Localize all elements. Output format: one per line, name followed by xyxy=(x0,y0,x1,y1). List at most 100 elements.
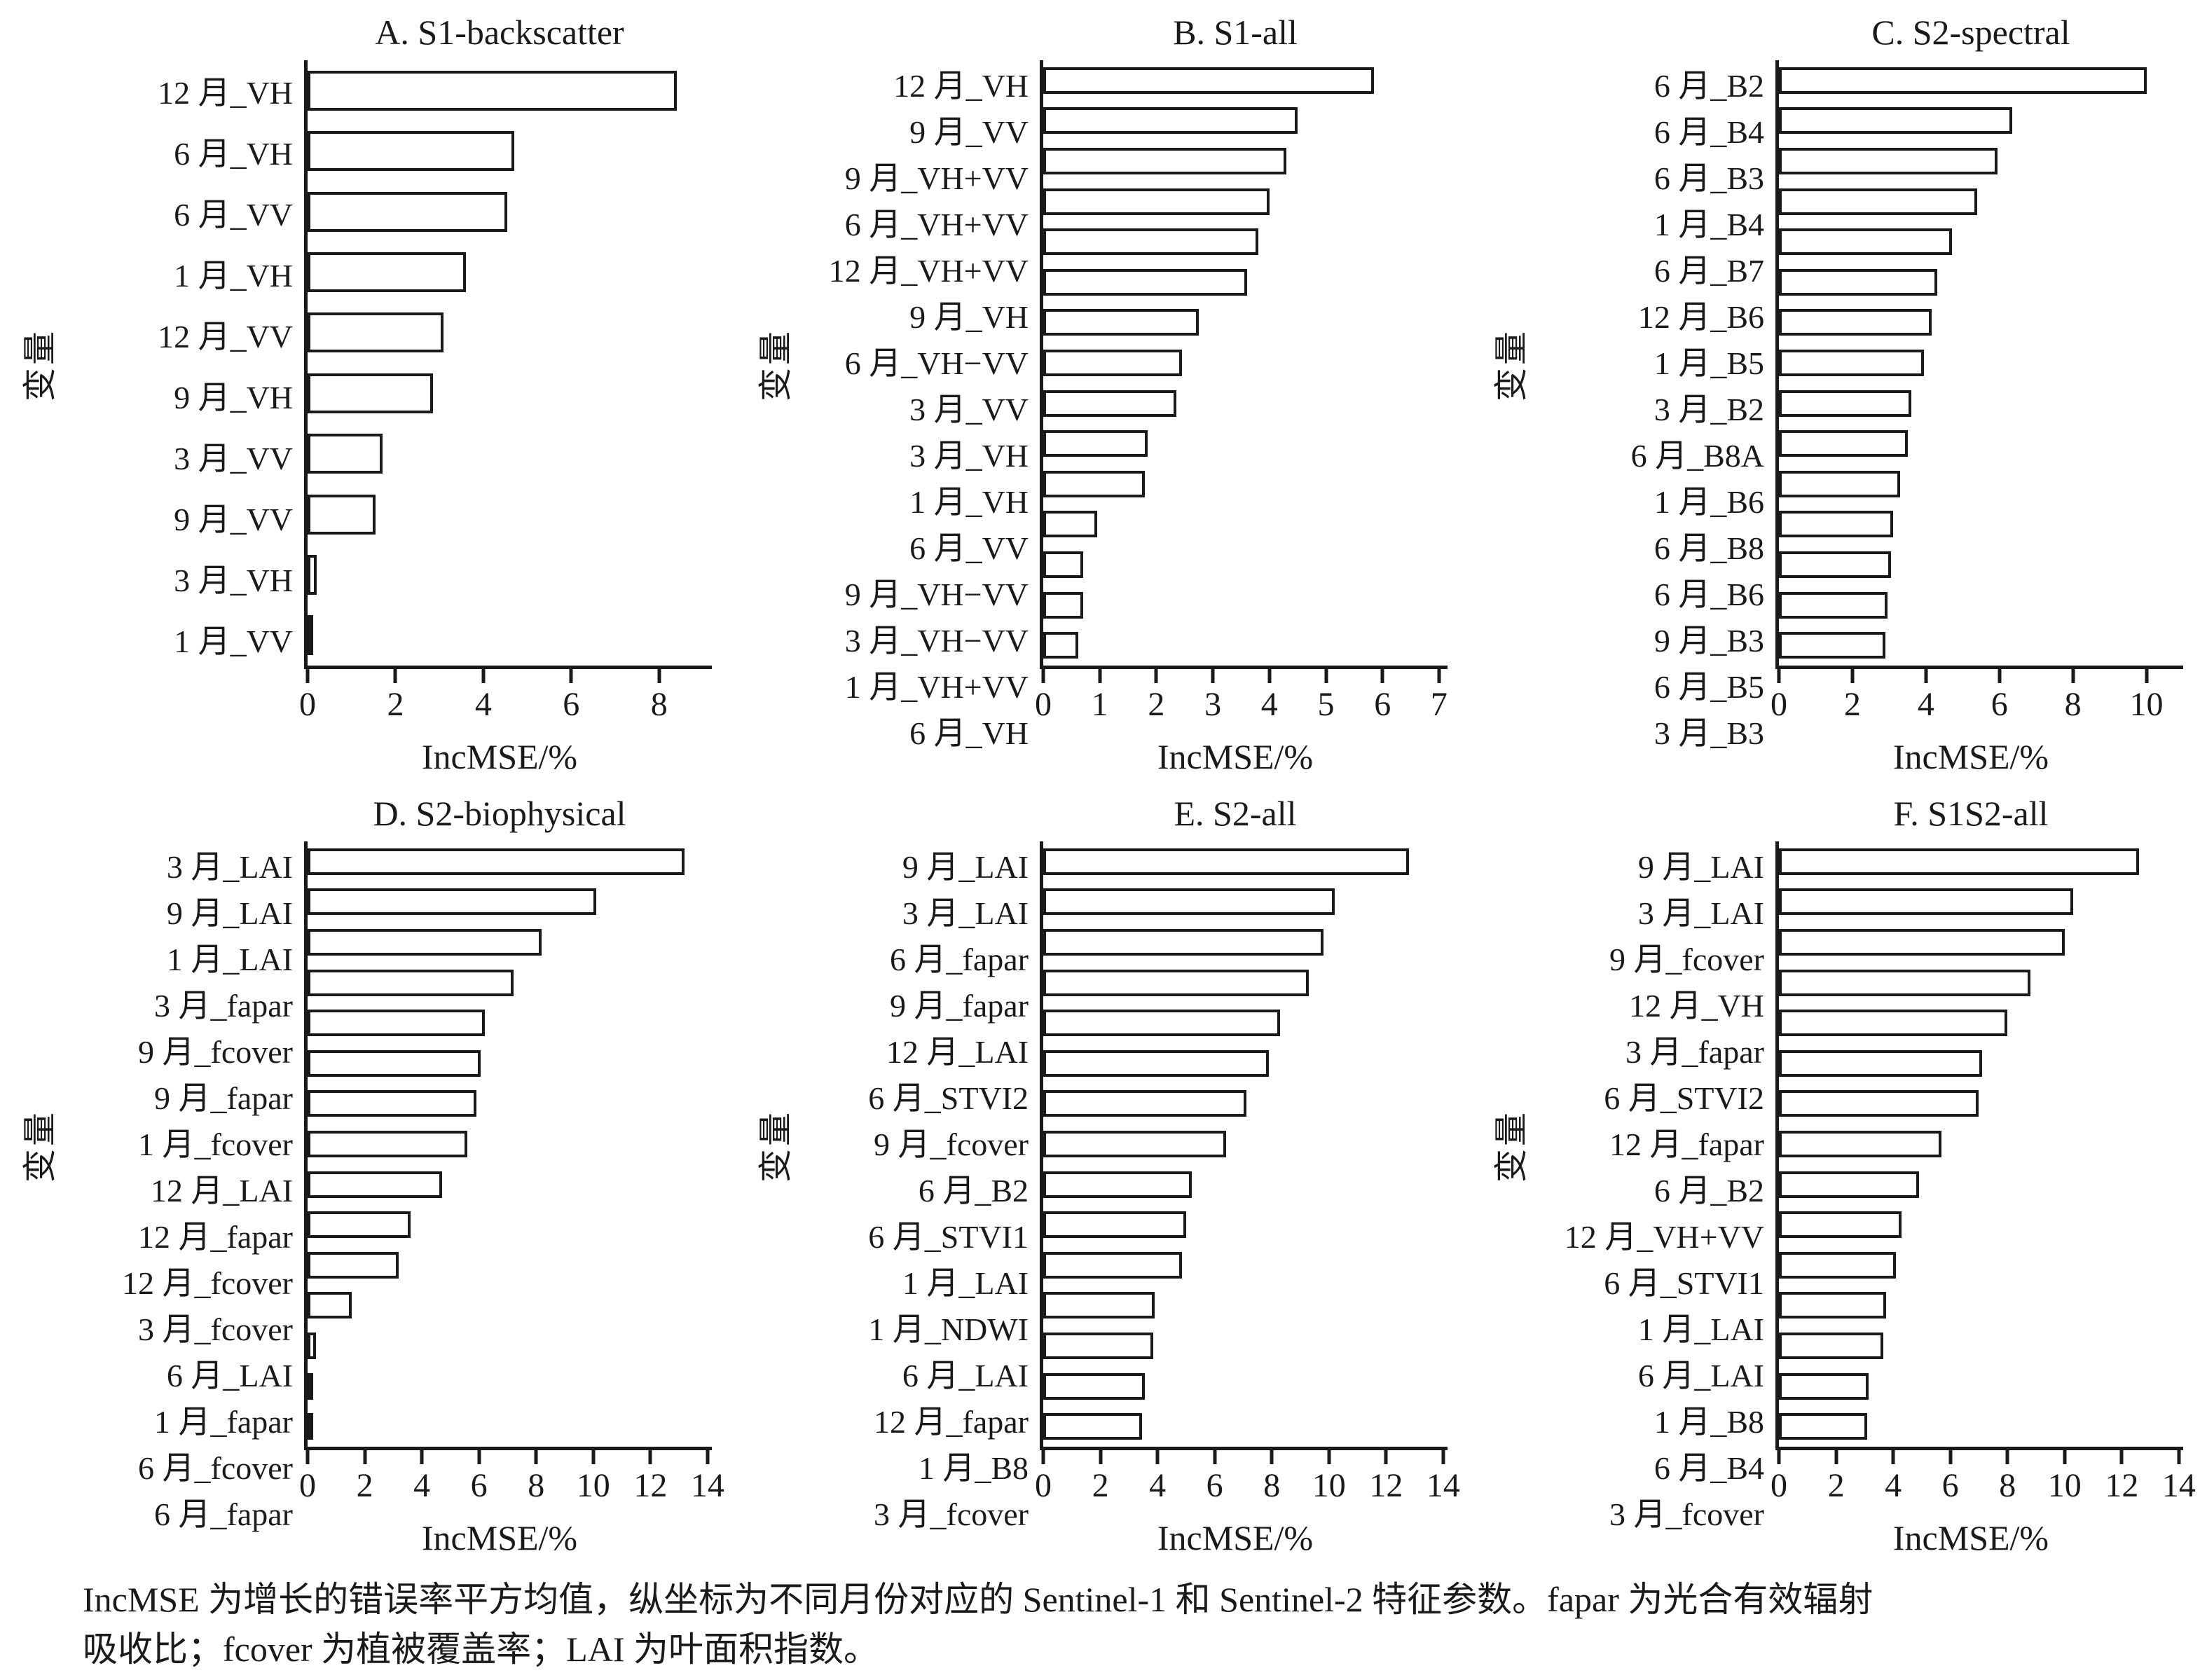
category-label: 6 月_VV xyxy=(174,197,294,233)
bar-row xyxy=(308,882,712,923)
category-label: 1 月_B5 xyxy=(1653,345,1765,381)
category-label: 9 月_fapar xyxy=(154,1080,294,1116)
bar xyxy=(1043,632,1079,659)
category-label: 3 月_VV xyxy=(174,440,294,476)
category-label: 3 月_fcover xyxy=(138,1311,294,1347)
bar-row xyxy=(1779,262,2183,303)
x-tick xyxy=(1270,1450,1274,1464)
x-tick-label: 6 xyxy=(563,686,580,723)
panel-d: D. S2-biophysical 变量 3 月_LAI 9 月_LAI 1 月_LAI… xyxy=(0,781,736,1562)
x-tick xyxy=(1099,1450,1103,1464)
bar xyxy=(1043,1292,1155,1319)
bar xyxy=(1779,147,1998,174)
chart-title-b: B. S1-all xyxy=(1173,13,1298,52)
category-label: 6 月_VH−VV xyxy=(844,345,1029,381)
category-label: 9 月_VV xyxy=(909,114,1029,150)
category-label: 3 月_VH xyxy=(174,562,294,598)
category-label: 9 月_LAI xyxy=(902,849,1029,885)
category-label: 6 月_B4 xyxy=(1653,114,1765,150)
chart-grid: A. S1-backscatter 变量 12 月_VH 6 月_VH 6 月_VV 1 … xyxy=(0,0,2207,1562)
plot-body: 变量 3 月_LAI 9 月_LAI 1 月_LAI 3 月_fapar 9 月_fcov… xyxy=(0,841,724,1532)
y-axis-label: 变量 xyxy=(1471,60,1544,669)
category-label: 9 月_fcover xyxy=(1609,942,1765,977)
bar xyxy=(1779,511,1893,538)
bar xyxy=(308,1251,399,1279)
category-label: 1 月_LAI xyxy=(902,1265,1029,1301)
x-tick xyxy=(2145,669,2149,683)
bar-row xyxy=(1779,922,2183,963)
category-label: 6 月_B2 xyxy=(1653,1173,1765,1209)
bar-row xyxy=(308,1164,712,1205)
bar xyxy=(308,1332,317,1359)
bar xyxy=(1779,1292,1886,1319)
bar-row xyxy=(1779,504,2183,545)
panel-c: C. S2-spectral 变量 6 月_B2 6 月_B4 6 月_B3 1 月_B4… xyxy=(1471,0,2207,781)
x-tick-label: 10 xyxy=(2129,686,2164,723)
bar-row xyxy=(308,1245,712,1286)
plot-body: 变量 12 月_VH 6 月_VH 6 月_VV 1 月_VH 12 月_VV 9 月_VH… xyxy=(0,60,712,722)
bar-row xyxy=(1779,841,2183,882)
bar xyxy=(1779,1332,1883,1359)
category-label: 1 月_B6 xyxy=(1653,484,1765,520)
bar xyxy=(1043,349,1182,376)
category-label: 12 月_LAI xyxy=(886,1034,1029,1070)
bar xyxy=(1779,349,1925,376)
bar xyxy=(1043,591,1083,619)
category-label: 3 月_B2 xyxy=(1653,392,1765,427)
bar-row xyxy=(308,841,712,882)
bar xyxy=(1043,1251,1182,1279)
bar-row xyxy=(1779,1204,2183,1245)
bar-row xyxy=(1043,221,1448,262)
bar-row xyxy=(1043,343,1448,383)
bar-row xyxy=(1779,101,2183,142)
x-tick-label: 8 xyxy=(2064,686,2082,723)
bar xyxy=(1043,470,1146,497)
x-tick-label: 4 xyxy=(1917,686,1934,723)
bar xyxy=(1779,1372,1869,1400)
bar-row xyxy=(1043,1043,1448,1084)
x-tick-label: 0 xyxy=(1035,1467,1052,1504)
x-tick-label: 6 xyxy=(470,1467,488,1504)
category-label: 12 月_VH xyxy=(158,75,294,111)
x-tick-label: 6 xyxy=(1206,1467,1223,1504)
x-tick-label: 2 xyxy=(1148,686,1165,723)
category-label: 6 月_LAI xyxy=(166,1358,294,1393)
x-tick xyxy=(1213,1450,1217,1464)
chart-title-a: A. S1-backscatter xyxy=(375,13,624,52)
bar-row xyxy=(1043,423,1448,464)
category-label: 1 月_B4 xyxy=(1653,207,1765,242)
bar-row xyxy=(308,423,712,483)
bar xyxy=(308,1372,314,1400)
x-axis-label: IncMSE/% xyxy=(421,1518,578,1557)
bar-row xyxy=(308,922,712,963)
bar-row xyxy=(1779,585,2183,626)
bar-row xyxy=(1043,963,1448,1003)
category-label: 6 月_STVI2 xyxy=(868,1080,1029,1116)
x-tick-label: 2 xyxy=(1827,1467,1845,1504)
x-axis-label: IncMSE/% xyxy=(1157,737,1314,776)
panel-a: A. S1-backscatter 变量 12 月_VH 6 月_VH 6 月_VV 1 … xyxy=(0,0,736,781)
x-tick-label: 0 xyxy=(1771,1467,1788,1504)
x-tick-label: 14 xyxy=(690,1467,724,1504)
bar-row xyxy=(1779,1043,2183,1084)
category-label: 1 月_B8 xyxy=(918,1450,1029,1486)
bar-row xyxy=(308,484,712,544)
bar-row xyxy=(1043,625,1448,666)
bar xyxy=(1779,107,2013,135)
bar-row xyxy=(308,1286,712,1326)
category-label: 6 月_LAI xyxy=(902,1358,1029,1393)
category-label: 6 月_fapar xyxy=(154,1496,294,1532)
category-labels: 9 月_LAI 3 月_LAI 9 月_fcover 12 月_VH 3 月_fapar… xyxy=(1544,841,1775,1532)
bar xyxy=(1043,147,1286,174)
y-axis-label-text: 变量 xyxy=(1493,328,1531,401)
bar-row xyxy=(1779,1326,2183,1366)
bar xyxy=(1779,928,2065,956)
bar-row xyxy=(308,121,712,181)
bar-row xyxy=(1779,60,2183,101)
category-label: 3 月_VH xyxy=(909,438,1029,474)
bar-row xyxy=(1779,1406,2183,1447)
bar xyxy=(1043,969,1309,996)
chart-title-c: C. S2-spectral xyxy=(1871,13,2070,52)
category-label: 3 月_fcover xyxy=(1609,1496,1765,1532)
category-label: 6 月_VH xyxy=(174,136,294,172)
